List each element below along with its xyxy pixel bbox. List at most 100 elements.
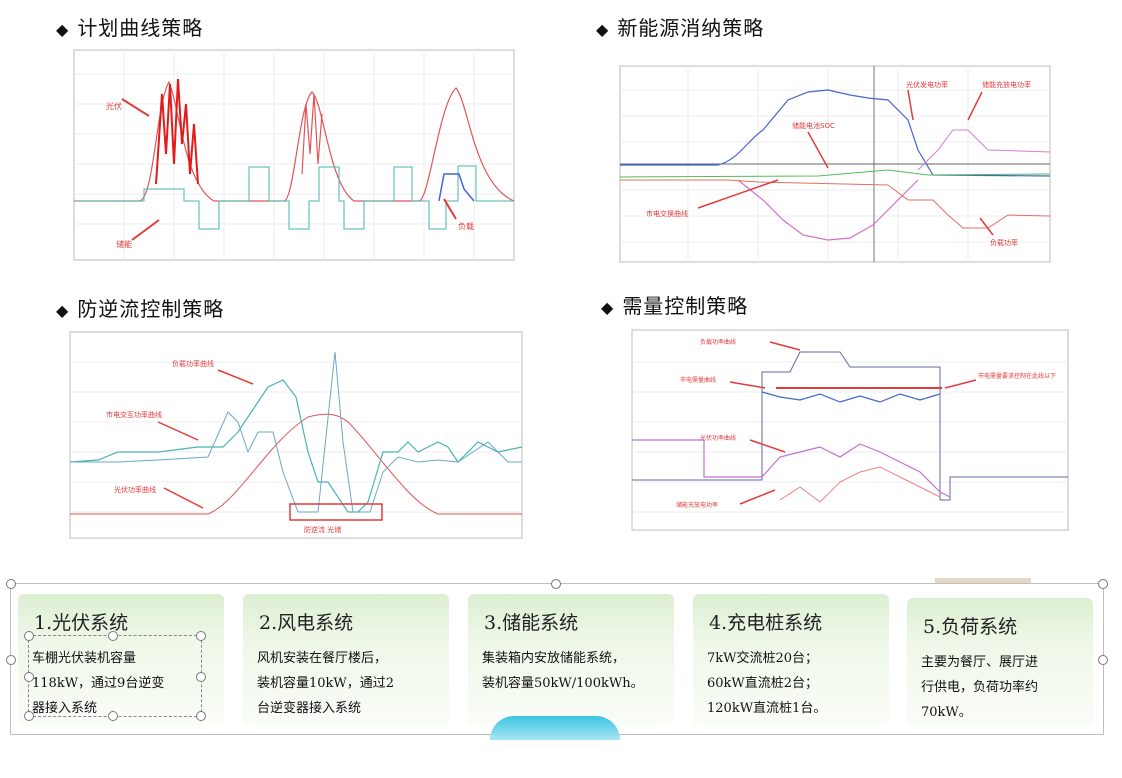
- anti-reverse-title-text: 防逆流控制策略: [77, 297, 225, 321]
- card-body: 主要为餐厅、展厅进 行供电，负荷功率约 70kW。: [921, 650, 1038, 725]
- pv-power-arrow: [749, 439, 786, 453]
- grid-exchange-arrow: [697, 179, 779, 209]
- load-power-arrow: [769, 341, 801, 351]
- card-line: 车棚光伏装机容量: [32, 651, 137, 666]
- anti-reverse-box: [289, 503, 383, 521]
- card-line: 118kW，通过9台逆变: [32, 676, 165, 691]
- card-line: 风机安装在餐厅楼后，: [257, 651, 388, 666]
- text-resize-handle[interactable]: [108, 631, 118, 641]
- card-line: 集装箱内安放储能系统，: [482, 651, 626, 666]
- card-line: 7kW交流桩20台；: [707, 651, 819, 666]
- soc-label: 储能电池SOC: [792, 121, 835, 130]
- card-line: 装机容量50kW/100kWh。: [482, 676, 644, 691]
- storage-power-arrow: [967, 91, 983, 121]
- plan-curve-title: ◆ 计划曲线策略: [56, 12, 203, 41]
- pv-power-arrow: [907, 89, 914, 121]
- pv-power-label: 光伏发电功率: [906, 80, 948, 89]
- demand-limit-arrow: [944, 379, 977, 389]
- demand-title: ◆ 需量控制策略: [601, 290, 748, 319]
- resize-handle[interactable]: [1098, 579, 1108, 589]
- card-line: 器接入系统: [32, 701, 98, 716]
- load-power-curve: [917, 129, 1051, 171]
- grid-demand-label: 市电需量曲线: [680, 376, 716, 384]
- pv-power-curve: [70, 413, 522, 515]
- diamond-icon: ◆: [596, 20, 610, 39]
- plan-curve-chart: 光伏 储能 负载: [44, 44, 522, 276]
- pv-power-curve: [620, 89, 1051, 177]
- text-resize-handle[interactable]: [196, 672, 206, 682]
- soc-curve: [619, 169, 1051, 178]
- plan-curve-title-text: 计划曲线策略: [77, 16, 204, 40]
- card-title: 1.光伏系统: [34, 612, 129, 634]
- demand-chart: 负载功率曲线 市电需量曲线 光伏功率曲线 储能充放电功率 市电需量要求控制在此线…: [600, 322, 1076, 544]
- load-power-arrow: [217, 369, 254, 385]
- charging-system-card: 4.充电桩系统 7kW交流桩20台； 60kW直流桩2台； 120kW直流桩1台…: [693, 594, 889, 726]
- storage-arrow: [131, 219, 160, 241]
- pv-system-card: 1.光伏系统 车棚光伏装机容量 118kW，通过9台逆变 器接入系统: [18, 594, 224, 726]
- resize-handle[interactable]: [551, 579, 561, 589]
- wave-decoration: [490, 716, 620, 740]
- pv-curve: [74, 80, 515, 202]
- card-title: 4.充电桩系统: [709, 612, 823, 634]
- image-fragment: [935, 578, 1031, 584]
- resize-handle[interactable]: [6, 655, 16, 665]
- new-energy-title-text: 新能源消纳策略: [617, 16, 765, 40]
- grid-demand-arrow: [729, 381, 766, 389]
- card-title: 2.风电系统: [259, 612, 354, 634]
- storage-power-curve: [620, 179, 1051, 229]
- plot-area: [73, 49, 515, 261]
- load-power-label: 负载功率曲线: [172, 359, 214, 368]
- card-title: 5.负荷系统: [923, 616, 1018, 638]
- card-line: 主要为餐厅、展厅进: [921, 655, 1039, 670]
- load-arrow: [443, 198, 457, 220]
- storage-power-label: 储能充放电功率: [676, 501, 718, 509]
- grid-exchange-curve: [70, 351, 522, 513]
- new-energy-chart: 光伏发电功率 储能电池SOC 储能充放电功率 市电交换曲线 负载功率: [588, 40, 1062, 276]
- pv-arrow: [121, 98, 150, 117]
- text-resize-handle[interactable]: [108, 711, 118, 721]
- card-line: 70kW。: [921, 705, 972, 720]
- load-power-label: 负载功率: [990, 238, 1018, 247]
- load-power-label: 负载功率曲线: [700, 338, 736, 346]
- text-resize-handle[interactable]: [196, 631, 206, 641]
- card-title: 3.储能系统: [484, 612, 579, 634]
- load-power-curve: [632, 351, 1068, 501]
- card-line: 装机容量10kW，通过2: [257, 676, 395, 691]
- grid-exchange-label: 市电交换曲线: [646, 209, 688, 218]
- anti-reverse-title: ◆ 防逆流控制策略: [56, 293, 224, 322]
- storage-label: 储能: [116, 239, 132, 249]
- load-label: 负载: [458, 221, 474, 231]
- plot-area: [631, 329, 1069, 531]
- card-line: 行供电，负荷功率约: [921, 680, 1039, 695]
- resize-handle[interactable]: [6, 579, 16, 589]
- text-resize-handle[interactable]: [24, 711, 34, 721]
- load-curve: [438, 173, 475, 202]
- grid-exchange-arrow: [157, 421, 199, 441]
- demand-limit-label: 市电需量要求控制在此线以下: [978, 372, 1056, 380]
- load-power-arrow: [979, 217, 994, 236]
- text-resize-handle[interactable]: [24, 631, 34, 641]
- pv-label: 光伏: [106, 101, 122, 111]
- demand-title-text: 需量控制策略: [622, 294, 749, 318]
- text-resize-handle[interactable]: [196, 711, 206, 721]
- card-body: 集装箱内安放储能系统， 装机容量50kW/100kWh。: [482, 646, 644, 696]
- storage-power-arrow: [739, 489, 776, 505]
- text-resize-handle[interactable]: [24, 672, 34, 682]
- anti-reverse-label: 防逆流 光储: [304, 525, 341, 534]
- pv-power-arrow: [163, 487, 204, 509]
- pv-power-curve: [632, 439, 951, 498]
- diamond-icon: ◆: [601, 298, 615, 317]
- card-body: 风机安装在餐厅楼后， 装机容量10kW，通过2 台逆变器接入系统: [257, 646, 394, 721]
- grid-demand-curve: [761, 391, 941, 403]
- card-line: 120kW直流桩1台。: [707, 701, 827, 716]
- load-power-curve: [69, 379, 523, 513]
- card-line: 台逆变器接入系统: [257, 701, 362, 716]
- card-body: 7kW交流桩20台； 60kW直流桩2台； 120kW直流桩1台。: [707, 646, 826, 721]
- anti-reverse-chart: 防逆流 光储 负载功率曲线 市电交互功率曲线 光伏功率曲线: [38, 322, 532, 550]
- storage-system-card: 3.储能系统 集装箱内安放储能系统， 装机容量50kW/100kWh。: [468, 594, 674, 726]
- text-selection-box[interactable]: [28, 635, 202, 717]
- grid-exchange-curve: [737, 179, 919, 241]
- storage-power-label: 储能充放电功率: [982, 80, 1031, 89]
- resize-handle[interactable]: [1098, 655, 1108, 665]
- pv-power-label: 光伏功率曲线: [700, 434, 736, 442]
